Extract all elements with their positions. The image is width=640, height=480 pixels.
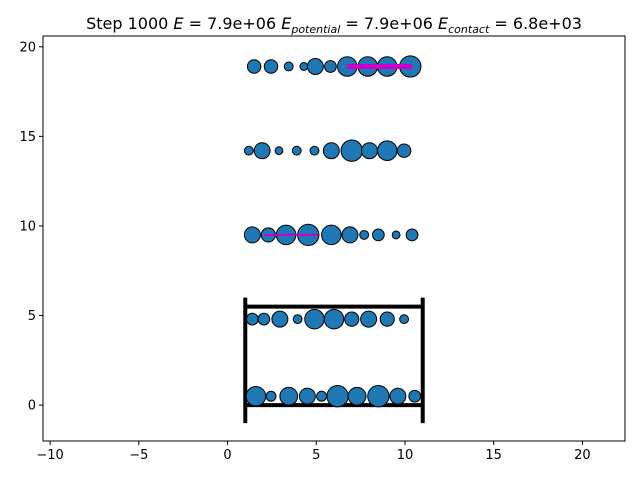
x-tick-label: 20 (574, 448, 591, 463)
particle-r3-2 (274, 146, 284, 156)
particle-r0-5 (326, 385, 349, 408)
particle-r3-6 (340, 139, 363, 162)
particle-r1-0 (246, 312, 259, 326)
y-tick-label: 5 (28, 309, 36, 324)
chart-title: Step 1000 E = 7.9e+06 Epotential = 7.9e+… (86, 14, 582, 36)
particle-r3-9 (396, 143, 412, 158)
particle-r2-8 (391, 230, 401, 240)
title-ep-subscript: potential (290, 23, 340, 36)
title-ec-subscript: contact (448, 23, 490, 36)
particle-r3-1 (253, 142, 271, 160)
plot-content (243, 55, 425, 424)
particle-r3-8 (376, 140, 398, 161)
x-tick-label: −5 (129, 448, 148, 463)
particle-r2-0 (243, 226, 261, 244)
y-axis: 0 5 10 15 20 (19, 40, 43, 414)
x-tick-label: 10 (397, 448, 414, 463)
particle-r1-7 (360, 310, 378, 328)
particle-r0-4 (316, 390, 328, 402)
particle-r2-9 (405, 228, 419, 242)
particle-r0-2 (279, 386, 299, 406)
y-tick-label: 0 (28, 399, 36, 414)
particle-r0-0 (245, 385, 267, 407)
particle-r4-0 (246, 59, 262, 74)
particle-r0-6 (347, 386, 367, 406)
title-ec-symbol: E (438, 14, 449, 33)
particle-r4-1 (263, 59, 279, 74)
particle-r0-9 (408, 389, 422, 403)
y-tick-label: 15 (19, 130, 36, 145)
particle-r2-4 (321, 224, 342, 246)
title-ec-value: = 6.8e+03 (494, 14, 582, 33)
title-step: Step 1000 (86, 14, 168, 33)
particle-r3-3 (291, 145, 302, 156)
particle-r0-7 (367, 385, 390, 408)
particle-r1-9 (399, 314, 410, 325)
y-tick-label: 20 (19, 40, 36, 55)
particle-r4-4 (306, 57, 324, 75)
x-tick-label: 5 (312, 448, 320, 463)
particle-r1-2 (271, 310, 289, 328)
particle-r0-3 (298, 387, 316, 405)
x-tick-label: 15 (485, 448, 502, 463)
particle-r4-2 (283, 61, 294, 72)
particle-r1-4 (304, 308, 325, 330)
particle-r3-0 (243, 145, 254, 156)
particle-r1-8 (379, 311, 395, 327)
x-tick-label: 0 (223, 448, 231, 463)
title-e-symbol: E (173, 14, 184, 33)
title-ep-symbol: E (281, 14, 292, 33)
plot-area (243, 55, 425, 424)
particle-r1-5 (323, 308, 345, 330)
particle-r3-7 (361, 142, 378, 160)
particle-r0-1 (265, 390, 277, 402)
particle-r4-5 (324, 60, 337, 73)
particle-r4-3 (299, 62, 309, 71)
particle-r2-6 (359, 229, 370, 240)
title-ep-value: = 7.9e+06 (345, 14, 433, 33)
x-axis: −10 −5 0 5 10 15 20 (36, 441, 591, 463)
particle-r3-4 (309, 145, 320, 156)
particle-r2-5 (341, 226, 359, 244)
title-e-value: = 7.9e+06 (189, 14, 277, 33)
particle-r1-3 (292, 314, 303, 325)
particle-r2-7 (372, 228, 385, 242)
particle-r0-8 (389, 387, 407, 405)
x-tick-label: −10 (36, 448, 63, 463)
particle-r1-1 (257, 312, 271, 326)
y-tick-label: 10 (19, 219, 36, 234)
axes-frame (42, 35, 626, 442)
particle-r3-5 (322, 142, 340, 160)
particle-r1-6 (344, 311, 360, 327)
